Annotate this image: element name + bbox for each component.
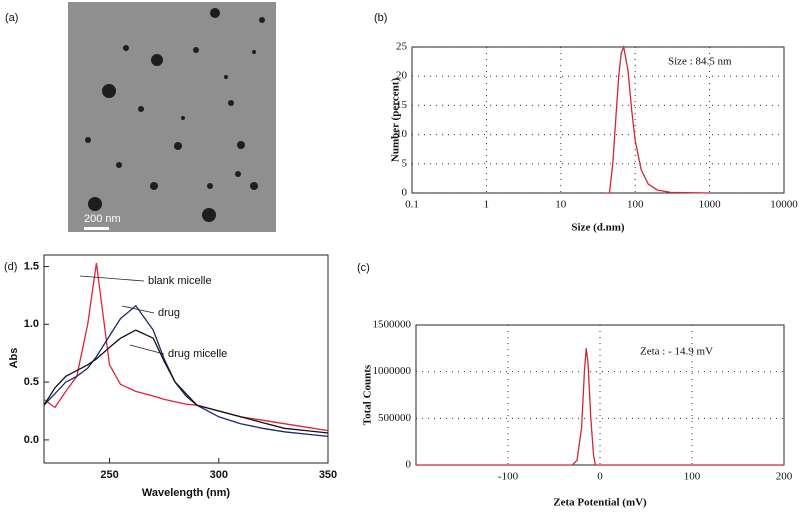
y-axis-label: Total Counts xyxy=(362,364,374,425)
x-tick-label: 0 xyxy=(597,471,603,483)
x-tick-label: 10000 xyxy=(770,199,798,211)
x-tick-label: -100 xyxy=(498,471,519,483)
annotation: Size : 84.5 nm xyxy=(668,56,732,68)
leader-line xyxy=(129,344,165,355)
plot-frame xyxy=(411,46,785,194)
tem-image xyxy=(68,2,276,232)
plot-frame xyxy=(415,324,785,466)
panel-label: (c) xyxy=(357,262,370,274)
y-tick-label: 1000000 xyxy=(373,365,412,377)
line xyxy=(43,304,329,438)
line xyxy=(43,329,329,434)
y-tick-label: 1.5 xyxy=(24,260,39,272)
x-tick-label: 350 xyxy=(319,469,337,481)
y-tick-label: 0.5 xyxy=(24,376,39,388)
y-tick-label: 0 xyxy=(402,187,408,199)
leader-line xyxy=(79,275,145,282)
y-axis-label: Number (percent) xyxy=(390,78,402,163)
x-tick-label: 250 xyxy=(100,469,118,481)
y-tick-label: 15 xyxy=(396,99,408,111)
line xyxy=(605,44,710,194)
chart: (c) 0 500000 1000000 1500000 -100 0 100 200 Zeta … xyxy=(357,262,793,509)
panel-label: (d) xyxy=(4,261,17,273)
y-tick-label: 25 xyxy=(396,41,408,53)
x-tick-label: 0.1 xyxy=(405,199,419,211)
series-label: drug micelle xyxy=(168,348,227,360)
y-tick-label: 500000 xyxy=(378,412,412,424)
panel-label: (b) xyxy=(374,12,387,24)
leader-line xyxy=(121,305,155,314)
y-tick-label: 5 xyxy=(402,157,408,169)
series-label: drug xyxy=(158,307,180,319)
x-tick-label: 300 xyxy=(210,469,228,481)
y-tick-label: 0 xyxy=(406,459,412,471)
annotation: Zeta : - 14.9 mV xyxy=(640,346,713,358)
series-label: blank micelle xyxy=(148,275,212,287)
chart: (b) 0 5 10 15 20 25 0.1 1 10 100 1000 10000 Size (d.n… xyxy=(374,12,798,234)
x-tick-label: 100 xyxy=(684,471,701,483)
x-tick-label: 10 xyxy=(555,199,567,211)
y-tick-label: 1.0 xyxy=(24,318,39,330)
x-tick-label: 1000 xyxy=(699,199,722,211)
y-tick-label: 10 xyxy=(396,128,408,140)
line xyxy=(416,348,784,466)
chart: (d) 0.0 0.5 1.0 1.5 250 300 350 Wavelength (nm) A… xyxy=(4,254,337,499)
x-tick-label: 100 xyxy=(627,199,644,211)
y-tick-label: 1500000 xyxy=(373,319,412,331)
panel-label: (a) xyxy=(5,12,18,24)
plot-frame xyxy=(43,254,329,464)
y-tick-label: 0.0 xyxy=(24,434,39,446)
x-tick-label: 200 xyxy=(776,471,793,483)
x-axis-label: Zeta Potential (mV) xyxy=(553,497,647,509)
x-tick-label: 1 xyxy=(484,199,490,211)
scale-bar-label: 200 nm xyxy=(84,213,121,225)
x-axis-label: Wavelength (nm) xyxy=(142,487,231,499)
line xyxy=(43,263,329,432)
x-axis-label: Size (d.nm) xyxy=(571,222,625,234)
y-tick-label: 20 xyxy=(396,70,408,82)
y-axis-label: Abs xyxy=(8,348,20,369)
